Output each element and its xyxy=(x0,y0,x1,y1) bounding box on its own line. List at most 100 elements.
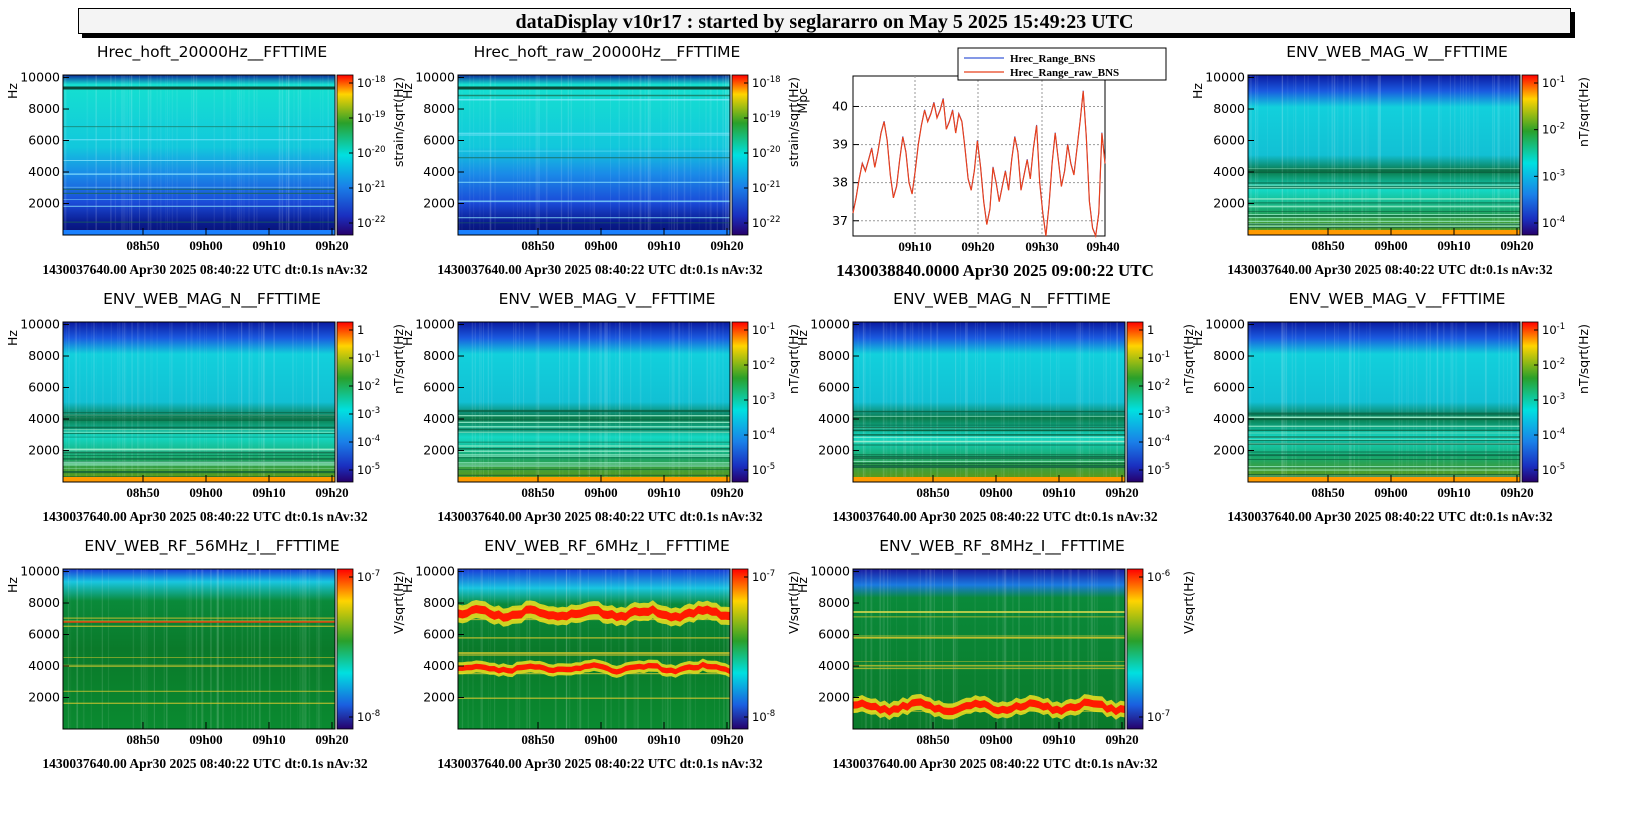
spectrogram-streak xyxy=(311,322,314,482)
plot-svg: 10000 8000 6000 4000 2000 Hz 08h50 09h00 09h10 09… xyxy=(5,317,405,500)
y-tick-label: 8000 xyxy=(1213,101,1245,116)
spectrogram-streak xyxy=(129,75,131,235)
spectrogram-streak xyxy=(637,569,639,729)
spectrogram-streak xyxy=(861,569,863,729)
spectrogram-streak xyxy=(490,569,491,729)
spectrogram-streak xyxy=(1025,322,1027,482)
spectrogram-streak xyxy=(281,75,283,235)
plot-frame xyxy=(62,321,336,483)
spectrogram-streak xyxy=(1113,569,1115,729)
spectrogram-streak xyxy=(1425,322,1427,482)
spectrogram-streak xyxy=(592,75,594,235)
y-tick-label: 2000 xyxy=(423,690,455,705)
plot-frame xyxy=(852,321,1126,483)
spectrogram-streak xyxy=(568,322,570,482)
spectrogram-streak xyxy=(584,75,585,235)
y-tick-label: 2000 xyxy=(818,690,850,705)
spectrogram-streak xyxy=(687,569,688,729)
signal-band-core xyxy=(458,605,730,622)
spectrogram-streak xyxy=(289,569,292,729)
spectrogram-streak xyxy=(604,322,607,482)
x-tick-label: 09h00 xyxy=(979,732,1012,747)
spectrogram-streak xyxy=(716,75,718,235)
series-line-Hrec_Range_raw_BNS xyxy=(852,91,1106,239)
signal-band-core xyxy=(853,698,1125,716)
spectrogram-streak xyxy=(624,569,626,729)
plot-frame xyxy=(852,568,1126,730)
spectrogram-streak xyxy=(237,75,239,235)
spectrogram-streak xyxy=(1012,569,1014,729)
plot-frame xyxy=(62,74,336,236)
spectrogram-streak xyxy=(669,322,670,482)
spectrogram-background xyxy=(1248,322,1520,482)
y-tick-label: 2000 xyxy=(818,443,850,458)
spectrogram-streak xyxy=(91,322,93,482)
spectrogram-streak xyxy=(555,569,557,729)
spectrogram-streak xyxy=(147,75,149,235)
spectrogram-streak xyxy=(965,322,967,482)
spectrogram-streak xyxy=(926,569,928,729)
spectrogram-streak xyxy=(469,75,471,235)
spectrogram-streak xyxy=(263,322,266,482)
spectrogram-streak xyxy=(596,322,598,482)
spectrogram-streak xyxy=(960,322,961,482)
plot-title: ENV_WEB_RF_56MHz_I__FFTTIME xyxy=(84,537,340,555)
spectrogram-streak xyxy=(1510,322,1513,482)
spectrogram-streak xyxy=(1400,322,1403,482)
spectrogram-streak xyxy=(251,569,253,729)
spectrogram-streak xyxy=(554,569,557,729)
spectrogram-streak xyxy=(673,322,675,482)
spectrogram-streak xyxy=(723,569,725,729)
x-tick-label: 09h10 xyxy=(252,732,285,747)
spectrogram-streak xyxy=(117,322,119,482)
spectrogram-streak xyxy=(903,322,905,482)
spectrogram-streak xyxy=(1517,75,1520,235)
plot-panel: ENV_WEB_MAG_V__FFTTIME 10000 8000 6000 4000 2… xyxy=(1190,290,1590,545)
spectrogram-streak xyxy=(727,75,729,235)
spectrogram-streak xyxy=(869,322,872,482)
spectrogram-streak xyxy=(68,569,70,729)
spectrogram-streak xyxy=(319,75,321,235)
spectrogram-streak xyxy=(210,569,212,729)
spectrogram-streak xyxy=(1464,322,1466,482)
spectrogram-streak xyxy=(304,569,305,729)
spectrogram-streak xyxy=(929,569,931,729)
spectrogram-streak xyxy=(1294,322,1296,482)
spectrogram-streak xyxy=(488,569,489,729)
spectrogram-streak xyxy=(1348,322,1350,482)
spectrogram-streak xyxy=(131,322,133,482)
plot-panel: ENV_WEB_RF_8MHz_I__FFTTIME 10000 8000 6000 4… xyxy=(795,537,1195,792)
spectrogram-streak xyxy=(1018,569,1020,729)
colorbar-tick-label: 10-2 xyxy=(1542,357,1565,372)
spectrogram-streak xyxy=(196,569,197,729)
plot-svg: 10000 8000 6000 4000 2000 Hz 08h50 09h00 09h10 09… xyxy=(795,564,1195,747)
spectrogram-streak xyxy=(1093,322,1094,482)
colorbar-tick-label: 10-2 xyxy=(752,357,775,372)
spectrogram-streak xyxy=(864,569,866,729)
spectrogram-streak xyxy=(1002,569,1004,729)
spectrogram-streak xyxy=(1452,322,1454,482)
z-axis-label: nT/sqrt(Hz) xyxy=(1181,324,1195,394)
spectrogram-streak xyxy=(890,569,891,729)
spectrogram-streak xyxy=(931,569,933,729)
spectrogram-streak xyxy=(1503,75,1505,235)
plot-title: ENV_WEB_RF_6MHz_I__FFTTIME xyxy=(484,537,730,555)
spectrogram-streak xyxy=(163,569,165,729)
spectrogram-streak xyxy=(690,75,692,235)
spectrogram-streak xyxy=(1317,75,1320,235)
spectrogram-streak xyxy=(1079,322,1081,482)
spectrogram-streak xyxy=(82,569,84,729)
spectrogram-streak xyxy=(1327,75,1329,235)
spectrogram-streak xyxy=(471,322,473,482)
spectrogram-streak xyxy=(481,569,483,729)
spectrogram-streak xyxy=(921,322,924,482)
x-tick-label: 09h00 xyxy=(1374,238,1407,253)
spectrogram-streak xyxy=(885,322,888,482)
spectrogram-streak xyxy=(871,569,873,729)
spectrogram-streak xyxy=(458,322,460,482)
spectrogram-streak xyxy=(1419,75,1421,235)
spectrogram-streak xyxy=(512,75,514,235)
spectrogram-streak xyxy=(171,322,173,482)
spectrogram-streak xyxy=(606,322,608,482)
spectrogram-streak xyxy=(1393,322,1395,482)
